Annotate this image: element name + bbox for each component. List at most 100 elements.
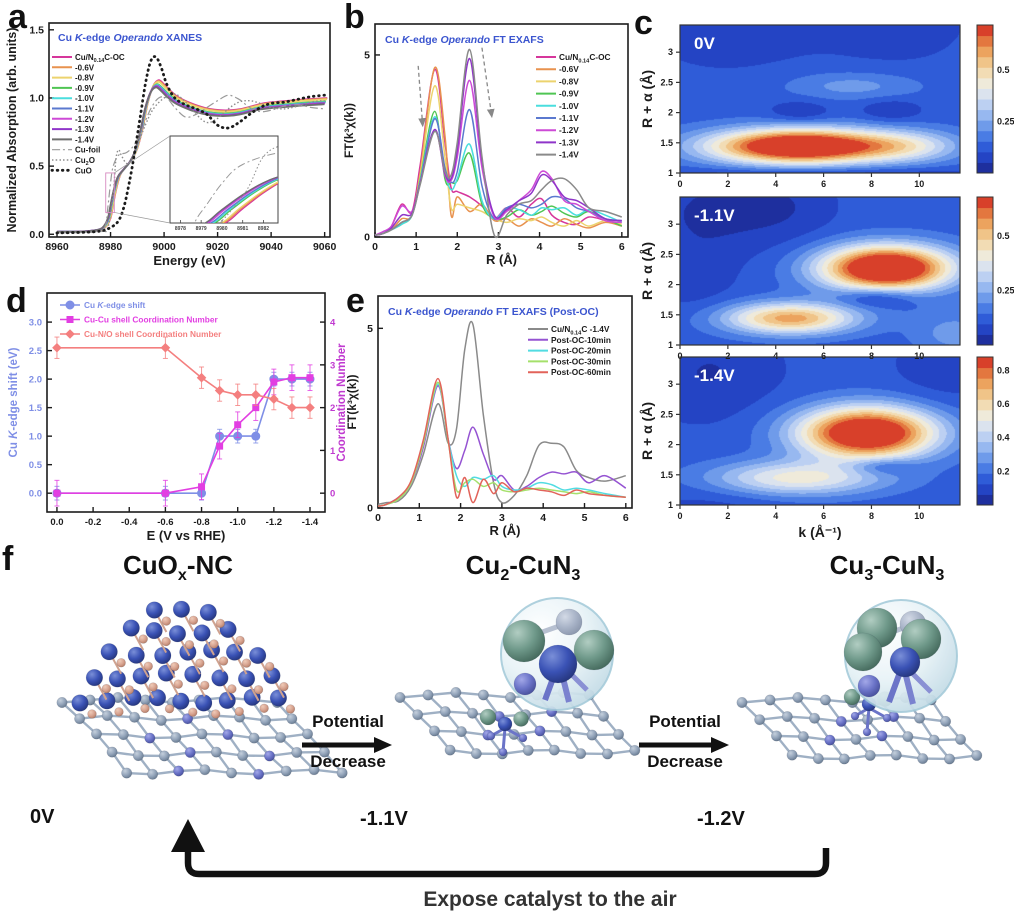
svg-text:1: 1 bbox=[416, 512, 422, 524]
panel-label-f: f bbox=[2, 540, 14, 578]
svg-text:5: 5 bbox=[582, 512, 588, 524]
svg-text:6: 6 bbox=[821, 179, 826, 189]
svg-text:1: 1 bbox=[413, 241, 419, 253]
svg-text:0.0: 0.0 bbox=[29, 489, 42, 500]
svg-text:4: 4 bbox=[537, 241, 543, 253]
svg-text:2.5: 2.5 bbox=[660, 409, 673, 419]
legend-entry: CuO bbox=[75, 166, 92, 175]
svg-text:-0.9V: -0.9V bbox=[559, 89, 579, 99]
svg-text:2: 2 bbox=[330, 403, 335, 414]
svg-text:2: 2 bbox=[725, 511, 730, 521]
svg-text:-1.2V: -1.2V bbox=[559, 125, 579, 135]
svg-text:1.5: 1.5 bbox=[660, 138, 673, 148]
svg-text:8: 8 bbox=[869, 351, 874, 361]
svg-text:8981: 8981 bbox=[237, 226, 248, 232]
svg-text:2: 2 bbox=[668, 280, 673, 290]
panel-d-chart: 0.0 -0.2 -0.4 -0.6 -0.8 -1.0 -1.2 -1.4 0.0 0.5 1.0… bbox=[8, 292, 348, 543]
legend-entry: -0.9V bbox=[75, 84, 95, 93]
svg-text:Cu-Cu shell Coordination Numb: Cu-Cu shell Coordination Number bbox=[84, 315, 218, 325]
svg-text:R + α (Å): R + α (Å) bbox=[639, 402, 655, 460]
svg-text:10: 10 bbox=[914, 179, 924, 189]
svg-text:2.5: 2.5 bbox=[660, 249, 673, 259]
svg-text:3: 3 bbox=[668, 219, 673, 229]
svg-text:2.5: 2.5 bbox=[660, 77, 673, 87]
svg-text:1.5: 1.5 bbox=[660, 310, 673, 320]
svg-text:2: 2 bbox=[458, 512, 464, 524]
svg-text:3: 3 bbox=[495, 241, 501, 253]
svg-text:10: 10 bbox=[914, 351, 924, 361]
svg-text:0.8: 0.8 bbox=[997, 365, 1010, 375]
structure-title-cuox-nc: CuOx-NC bbox=[122, 550, 234, 585]
legend-entry: -1.2V bbox=[75, 115, 95, 124]
svg-text:1.0: 1.0 bbox=[29, 432, 42, 443]
svg-text:FT(k³χ(k)): FT(k³χ(k)) bbox=[345, 375, 359, 430]
svg-text:9020: 9020 bbox=[206, 241, 230, 253]
panel-c-map-0V: 0 2 4 6 8 10 1 1.5 2 2.5 3 R + α (Å) 0V 0.5 0.25 bbox=[639, 24, 1014, 189]
structure-title-cu2-cun3: Cu2-CuN3 bbox=[465, 550, 581, 585]
svg-text:8: 8 bbox=[869, 179, 874, 189]
panel-a-inset bbox=[193, 146, 278, 223]
svg-text:10: 10 bbox=[914, 511, 924, 521]
svg-text:8982: 8982 bbox=[258, 226, 269, 232]
legend-entry: Cu2O bbox=[75, 156, 95, 167]
svg-text:8960: 8960 bbox=[45, 241, 69, 253]
map-potential-label: 0V bbox=[694, 34, 715, 53]
svg-text:2: 2 bbox=[454, 241, 460, 253]
svg-text:0: 0 bbox=[330, 489, 335, 500]
loop-arrow-label: Expose catalyst to the air bbox=[423, 888, 677, 911]
svg-text:0.5: 0.5 bbox=[997, 231, 1010, 241]
potential-label-1p2v: -1.2V bbox=[697, 808, 745, 830]
svg-text:Cu-N/O shell Coordination Numb: Cu-N/O shell Coordination Number bbox=[84, 329, 222, 339]
arrow1-label-potential: Potential bbox=[312, 712, 384, 731]
structure-title-cu3-cun3: Cu3-CuN3 bbox=[829, 550, 945, 585]
panel-c-map--1.1V: 0 2 4 6 8 10 1 1.5 2 2.5 3 R + α (Å) -1.1V 0.5 0.25 bbox=[639, 196, 1014, 361]
panel-c-map--1.4V: 0 2 4 6 8 10 1 1.5 2 2.5 3 R + α (Å) -1.4V k (Å⁻¹) 0.8… bbox=[639, 356, 1010, 540]
map-potential-label: -1.1V bbox=[694, 206, 735, 225]
svg-text:0.6: 0.6 bbox=[997, 399, 1010, 409]
svg-text:Cu K-edge shift (eV): Cu K-edge shift (eV) bbox=[8, 347, 20, 457]
arrow2-label-decrease: Decrease bbox=[647, 752, 723, 771]
svg-text:6: 6 bbox=[623, 512, 629, 524]
svg-text:Post-OC-20min: Post-OC-20min bbox=[551, 346, 611, 356]
panel-label-d: d bbox=[6, 282, 27, 320]
svg-text:0: 0 bbox=[372, 241, 378, 253]
svg-text:5: 5 bbox=[578, 241, 584, 253]
svg-text:R + α (Å): R + α (Å) bbox=[639, 70, 655, 128]
svg-text:2: 2 bbox=[725, 179, 730, 189]
svg-text:0.0: 0.0 bbox=[50, 517, 63, 528]
legend-entry: Cu-foil bbox=[75, 146, 100, 155]
svg-text:0: 0 bbox=[375, 512, 381, 524]
svg-text:4: 4 bbox=[330, 318, 336, 329]
legend-entry: Cu/N0.14C-OC bbox=[75, 53, 125, 64]
svg-text:FT(k³χ(k)): FT(k³χ(k)) bbox=[342, 103, 356, 158]
svg-text:-0.6V: -0.6V bbox=[559, 64, 579, 74]
svg-text:R + α (Å): R + α (Å) bbox=[639, 242, 655, 300]
svg-text:9040: 9040 bbox=[259, 241, 283, 253]
map-potential-label: -1.4V bbox=[694, 366, 735, 385]
svg-text:Cu K-edge Operando FT EXAFS: Cu K-edge Operando FT EXAFS bbox=[385, 34, 544, 46]
svg-text:-0.6: -0.6 bbox=[157, 517, 173, 528]
svg-text:0.25: 0.25 bbox=[997, 117, 1014, 127]
svg-text:Cu K-edge shift: Cu K-edge shift bbox=[84, 300, 146, 310]
svg-text:Post-OC-30min: Post-OC-30min bbox=[551, 356, 611, 366]
svg-text:0.5: 0.5 bbox=[29, 460, 43, 471]
legend-entry: -1.1V bbox=[75, 105, 95, 114]
svg-text:0.5: 0.5 bbox=[29, 161, 44, 173]
arrow1-label-decrease: Decrease bbox=[310, 752, 386, 771]
arrow2-label-potential: Potential bbox=[649, 712, 721, 731]
panel-a-ylabel: Normalized Absorption (arb. units) bbox=[5, 27, 19, 232]
svg-text:2.5: 2.5 bbox=[29, 346, 43, 357]
svg-text:-1.1V: -1.1V bbox=[559, 113, 579, 123]
svg-text:E (V vs RHE): E (V vs RHE) bbox=[147, 528, 226, 543]
svg-text:0.2: 0.2 bbox=[997, 466, 1010, 476]
svg-text:Cu/N0.14C-OC: Cu/N0.14C-OC bbox=[559, 52, 611, 64]
svg-text:4: 4 bbox=[773, 179, 778, 189]
svg-text:8980: 8980 bbox=[99, 241, 123, 253]
svg-text:Post-OC-60min: Post-OC-60min bbox=[551, 367, 611, 377]
svg-text:3: 3 bbox=[330, 360, 335, 371]
svg-text:1: 1 bbox=[668, 340, 673, 350]
panel-label-c: c bbox=[634, 4, 653, 42]
svg-text:-0.8V: -0.8V bbox=[559, 76, 579, 86]
svg-text:-1.4: -1.4 bbox=[302, 517, 319, 528]
